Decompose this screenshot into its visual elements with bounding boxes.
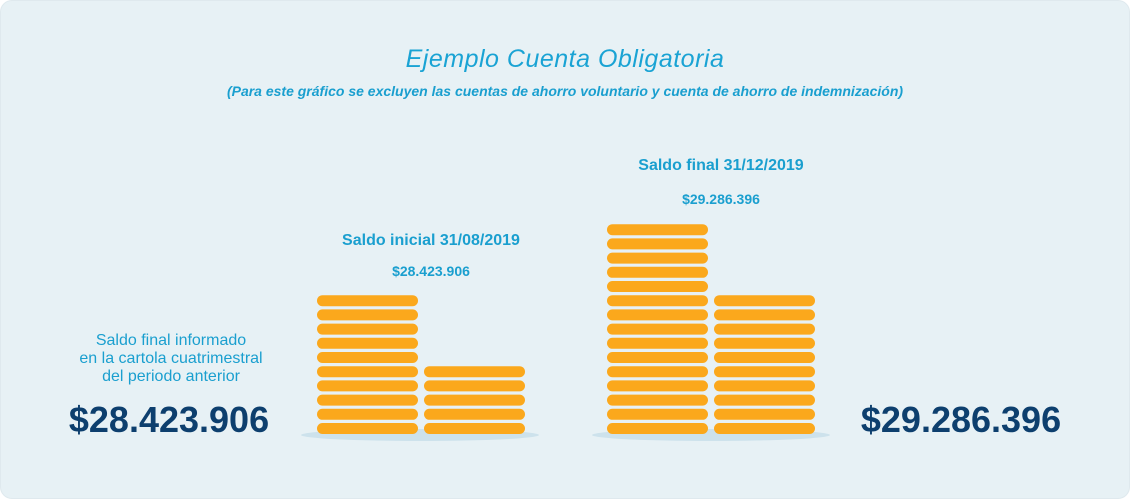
coin xyxy=(714,380,815,392)
coin xyxy=(714,337,815,349)
final-balance-big-amount: $29.286.396 xyxy=(860,399,1062,440)
coin-stack xyxy=(317,295,418,434)
coin xyxy=(424,408,525,420)
coin xyxy=(714,394,815,406)
coin xyxy=(317,337,418,349)
coin xyxy=(714,408,815,420)
coin xyxy=(424,423,525,434)
coin xyxy=(607,408,708,420)
coin xyxy=(607,352,708,363)
coin xyxy=(714,366,815,378)
coin xyxy=(424,394,525,406)
initial-balance-label: Saldo inicial 31/08/2019 xyxy=(342,232,520,249)
previous-note-line: del periodo anterior xyxy=(102,368,240,385)
coin xyxy=(317,394,418,406)
previous-period-note: Saldo final informado en la cartola cuat… xyxy=(51,332,291,386)
previous-note-line: Saldo final informado xyxy=(95,332,247,349)
coin xyxy=(317,380,418,392)
initial-balance-amount: $28.423.906 xyxy=(392,263,470,279)
coin xyxy=(607,337,708,349)
diagram-title: Ejemplo Cuenta Obligatoria xyxy=(405,45,725,73)
coin xyxy=(424,366,525,378)
coin xyxy=(714,423,815,434)
coin xyxy=(317,366,418,378)
coin xyxy=(607,238,708,250)
coin-group-initial xyxy=(301,295,539,441)
coin xyxy=(317,309,418,321)
coin xyxy=(714,352,815,363)
coin xyxy=(607,309,708,321)
coin xyxy=(317,408,418,420)
coin xyxy=(607,366,708,378)
coin xyxy=(317,295,418,307)
coin-stack xyxy=(607,224,708,434)
diagram-subtitle: (Para este gráfico se excluyen las cuent… xyxy=(226,83,904,99)
coin xyxy=(607,266,708,278)
coin xyxy=(317,323,418,335)
coin xyxy=(714,309,815,321)
coin xyxy=(607,323,708,335)
coin xyxy=(714,323,815,335)
coin xyxy=(607,380,708,392)
coin-stack xyxy=(424,366,525,434)
coin xyxy=(317,423,418,434)
final-balance-label: Saldo final 31/12/2019 xyxy=(638,157,804,174)
coin xyxy=(317,352,418,363)
coin xyxy=(424,380,525,392)
coin xyxy=(607,295,708,307)
coin xyxy=(607,394,708,406)
coin xyxy=(607,224,708,236)
coin xyxy=(607,281,708,292)
coin xyxy=(607,252,708,264)
coin-group-final xyxy=(592,224,830,441)
coin-stack xyxy=(714,295,815,434)
coin xyxy=(607,423,708,434)
coin xyxy=(714,295,815,307)
final-balance-amount: $29.286.396 xyxy=(682,191,760,207)
previous-balance-big-amount: $28.423.906 xyxy=(68,399,270,440)
previous-note-line: en la cartola cuatrimestral xyxy=(79,350,263,367)
